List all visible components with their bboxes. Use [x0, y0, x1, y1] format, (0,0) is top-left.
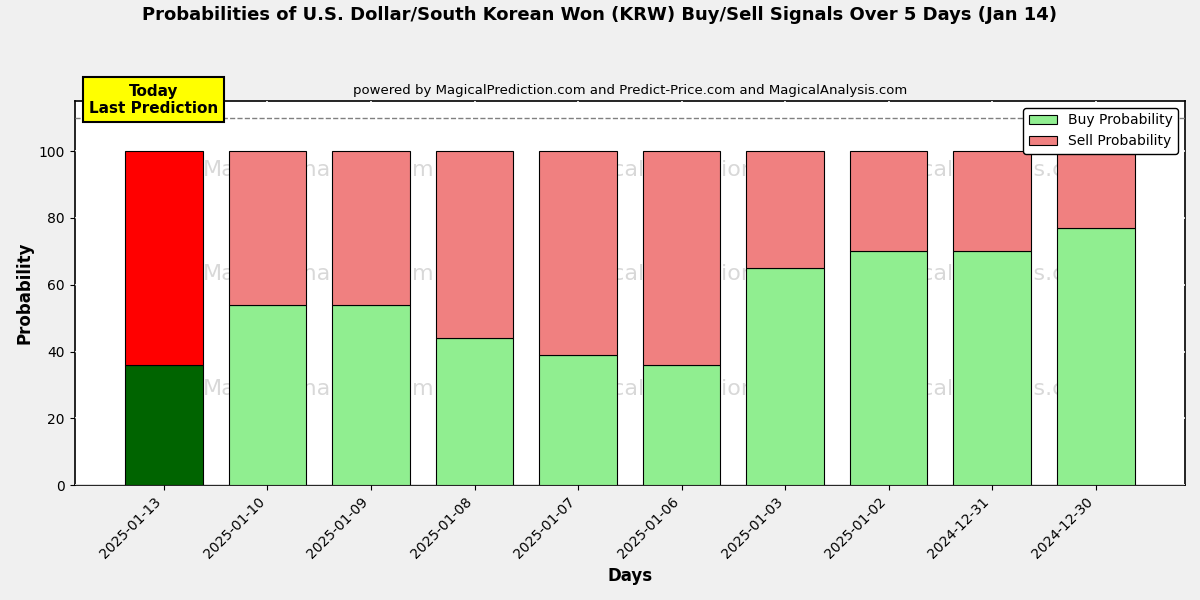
Y-axis label: Probability: Probability: [16, 242, 34, 344]
Text: MagicalAnalysis.com: MagicalAnalysis.com: [203, 160, 434, 180]
Text: MagicalAnalysis.com: MagicalAnalysis.com: [203, 264, 434, 284]
Text: MagicalAnalysis.com: MagicalAnalysis.com: [203, 379, 434, 399]
Bar: [1057, 228, 1134, 485]
Text: MagicalPrediction.com: MagicalPrediction.com: [560, 379, 810, 399]
Bar: [125, 151, 203, 365]
Legend: Buy Probability, Sell Probability: Buy Probability, Sell Probability: [1024, 108, 1178, 154]
Bar: [953, 151, 1031, 251]
Text: MagicalPrediction.com: MagicalPrediction.com: [560, 160, 810, 180]
Bar: [436, 338, 514, 485]
Bar: [332, 305, 410, 485]
Bar: [229, 151, 306, 305]
Bar: [1057, 151, 1134, 228]
Text: MagicalPrediction.com: MagicalPrediction.com: [560, 264, 810, 284]
Bar: [643, 365, 720, 485]
Title: powered by MagicalPrediction.com and Predict-Price.com and MagicalAnalysis.com: powered by MagicalPrediction.com and Pre…: [353, 84, 907, 97]
Bar: [125, 365, 203, 485]
Bar: [746, 151, 824, 268]
Text: Probabilities of U.S. Dollar/South Korean Won (KRW) Buy/Sell Signals Over 5 Days: Probabilities of U.S. Dollar/South Korea…: [143, 6, 1057, 24]
Bar: [643, 151, 720, 365]
Bar: [332, 151, 410, 305]
Bar: [539, 355, 617, 485]
Bar: [953, 251, 1031, 485]
Bar: [746, 268, 824, 485]
Bar: [850, 151, 928, 251]
Text: MagicalAnalysis.com: MagicalAnalysis.com: [869, 264, 1100, 284]
Bar: [436, 151, 514, 338]
X-axis label: Days: Days: [607, 567, 653, 585]
Bar: [539, 151, 617, 355]
Bar: [229, 305, 306, 485]
Text: MagicalAnalysis.com: MagicalAnalysis.com: [869, 379, 1100, 399]
Text: MagicalAnalysis.com: MagicalAnalysis.com: [869, 160, 1100, 180]
Bar: [850, 251, 928, 485]
Text: Today
Last Prediction: Today Last Prediction: [89, 83, 218, 116]
